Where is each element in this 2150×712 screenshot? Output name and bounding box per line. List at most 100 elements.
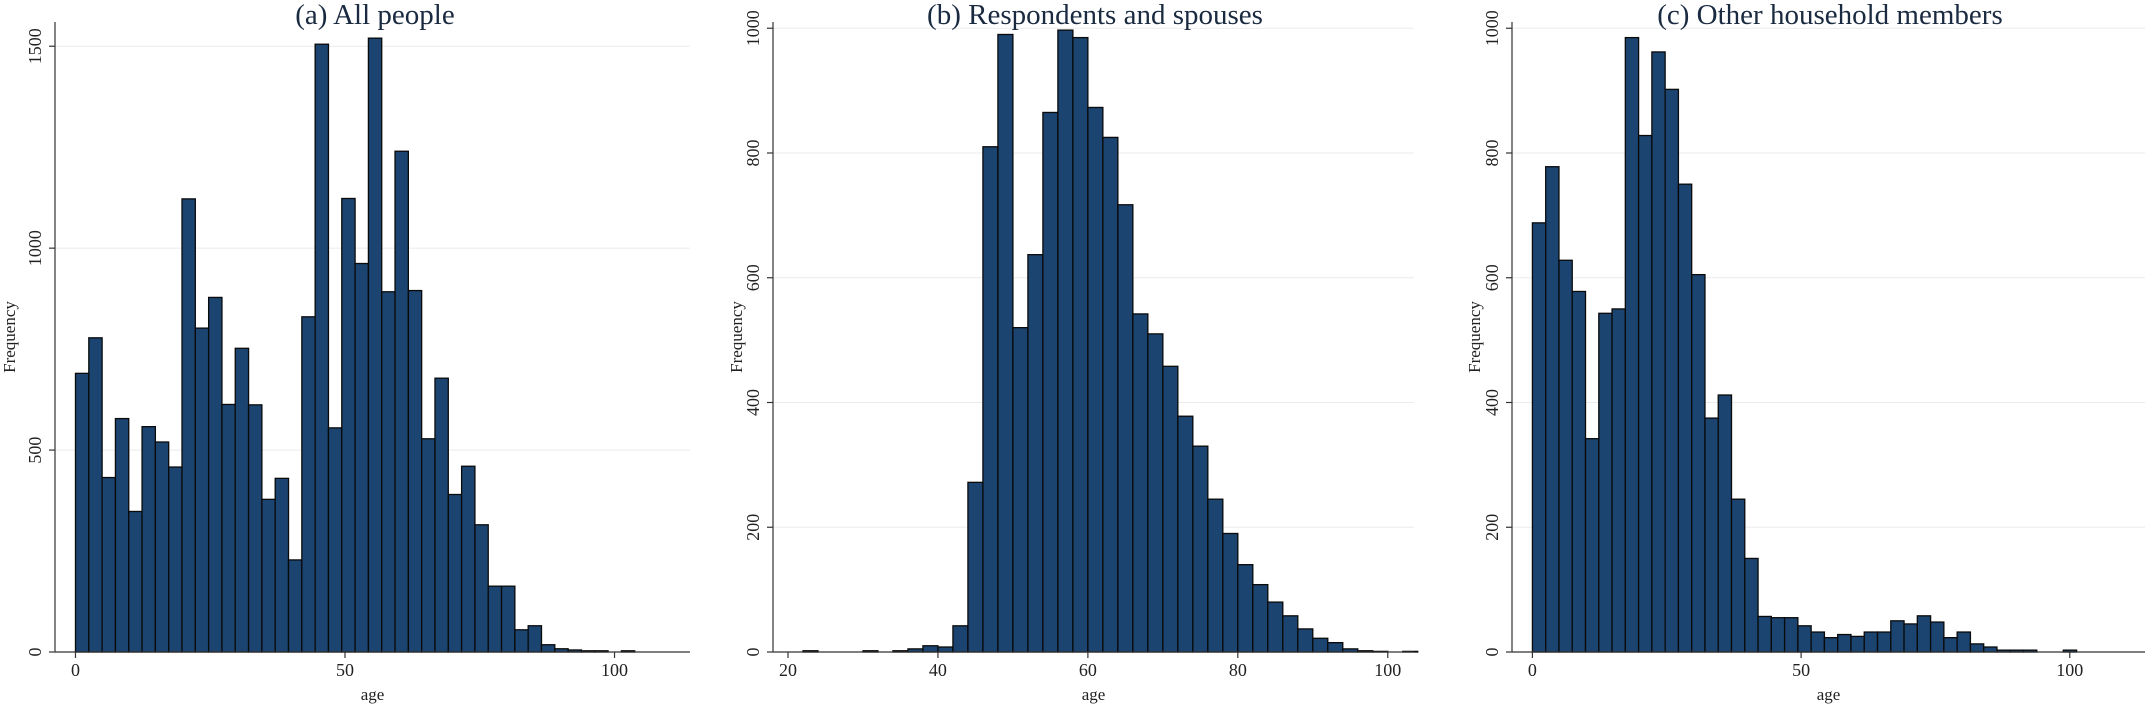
- x-tick-label: 100: [1374, 660, 1401, 680]
- histogram-bar: [1810, 631, 1826, 653]
- histogram-bar: [1102, 136, 1119, 653]
- histogram-bar: [937, 646, 954, 653]
- histogram-bar: [1969, 643, 1985, 653]
- histogram-bar: [1012, 326, 1029, 653]
- x-tick-label: 0: [1528, 660, 1537, 680]
- histogram-bar: [1237, 564, 1254, 653]
- x-tick-label: 60: [1079, 660, 1097, 680]
- chart-title: (c) Other household members: [1657, 0, 2002, 31]
- x-tick-label: 100: [601, 660, 628, 680]
- histogram-bar: [141, 426, 157, 653]
- y-tick-label: 0: [743, 648, 763, 657]
- histogram-bar: [261, 498, 276, 653]
- histogram-bar: [1929, 621, 1945, 653]
- histogram-bar: [997, 33, 1014, 653]
- histogram-bar: [527, 625, 543, 653]
- histogram-bar: [514, 629, 529, 653]
- x-axis-label: age: [1082, 685, 1106, 704]
- histogram-bar: [314, 43, 330, 653]
- histogram-bar: [407, 289, 423, 653]
- histogram-bar: [234, 347, 250, 653]
- histogram-bar: [487, 585, 503, 653]
- histogram-bar: [1327, 641, 1344, 653]
- histogram-bar: [1297, 628, 1314, 653]
- histogram-bar: [1783, 617, 1799, 653]
- histogram-bar: [1916, 615, 1932, 653]
- histogram-bar: [1943, 637, 1958, 653]
- histogram-bar: [1850, 635, 1865, 653]
- x-axis-label: age: [1817, 685, 1841, 704]
- y-tick-label: 1000: [25, 230, 45, 266]
- histogram-bar: [1717, 394, 1733, 653]
- histogram-bar: [1677, 183, 1693, 653]
- x-tick-label: 100: [2056, 660, 2083, 680]
- x-tick-label: 40: [929, 660, 947, 680]
- histogram-bar: [327, 427, 343, 653]
- histogram-bar: [540, 644, 556, 653]
- histogram-bar: [74, 372, 90, 653]
- histogram-bar: [1312, 637, 1329, 653]
- histogram-bar: [114, 417, 130, 653]
- histogram-bar: [1823, 637, 1839, 653]
- histogram-bar: [1132, 313, 1149, 653]
- histogram-bar: [1598, 312, 1613, 653]
- histogram-bar: [967, 481, 984, 653]
- histogram-bar: [1611, 308, 1626, 653]
- y-tick-label: 200: [743, 514, 763, 541]
- histogram-bar: [1252, 583, 1269, 653]
- histogram-bar: [1983, 646, 1998, 653]
- histogram-bar: [1531, 222, 1547, 653]
- y-tick-label: 1000: [743, 10, 763, 46]
- histogram-bar: [1207, 498, 1224, 653]
- histogram-bar: [207, 296, 223, 653]
- histogram-bar: [1057, 29, 1074, 653]
- histogram-panel-3: 0 200 400 600 800 1000 0 50 100 (c) Other househo…: [1465, 0, 2145, 704]
- histogram-bar: [221, 403, 236, 653]
- y-tick-label: 800: [743, 139, 763, 166]
- histogram-bar: [1545, 166, 1560, 653]
- histogram-bar: [101, 476, 117, 653]
- chart-title: (a) All people: [295, 0, 454, 31]
- histogram-bar: [287, 559, 303, 653]
- histogram-bar: [394, 150, 409, 653]
- histogram-bar: [1956, 631, 1972, 653]
- histogram-panel-2: 0 200 400 600 800 1000 20 40 60 80 100 (b) Responde…: [727, 0, 1419, 704]
- histogram-bar: [460, 465, 476, 653]
- histogram-bar: [1704, 417, 1719, 653]
- histogram-bar: [1744, 557, 1759, 653]
- y-tick-label: 600: [743, 264, 763, 291]
- histogram-bar: [1162, 365, 1179, 653]
- y-tick-label: 400: [743, 389, 763, 416]
- histogram-bar: [1087, 106, 1104, 653]
- y-tick-label: 0: [1482, 648, 1502, 657]
- histogram-bar: [1890, 620, 1905, 653]
- x-tick-label: 0: [71, 660, 80, 680]
- histogram-bar: [922, 645, 939, 653]
- y-tick-label: 400: [1482, 389, 1502, 416]
- histogram-bar: [247, 404, 263, 653]
- y-tick-label: 500: [25, 437, 45, 464]
- histogram-bar: [1664, 88, 1680, 653]
- x-tick-label: 50: [1792, 660, 1810, 680]
- histogram-bar: [982, 146, 999, 653]
- histogram-bar: [128, 510, 143, 653]
- histogram-bar: [952, 625, 969, 653]
- histogram-bar: [274, 477, 290, 653]
- histogram-bar: [1584, 438, 1600, 653]
- x-tick-label: 50: [336, 660, 354, 680]
- histogram-bar: [381, 291, 396, 653]
- histogram-bar: [421, 438, 436, 653]
- histogram-bar: [1571, 290, 1587, 653]
- histogram-bar: [1042, 111, 1059, 653]
- y-axis-label: Frequency: [1465, 301, 1484, 373]
- histogram-bar: [434, 377, 449, 653]
- histogram-bar: [1624, 36, 1640, 653]
- histogram-bar: [301, 316, 316, 653]
- histogram-bar: [1222, 532, 1239, 653]
- histogram-bar: [1770, 617, 1786, 653]
- x-tick-label: 20: [779, 660, 797, 680]
- histogram-panel-1: 0 500 1000 1500 0 50 100 (a) All people age Frequ…: [0, 0, 690, 704]
- histogram-bar: [1876, 631, 1892, 653]
- histogram-bar: [1072, 36, 1089, 653]
